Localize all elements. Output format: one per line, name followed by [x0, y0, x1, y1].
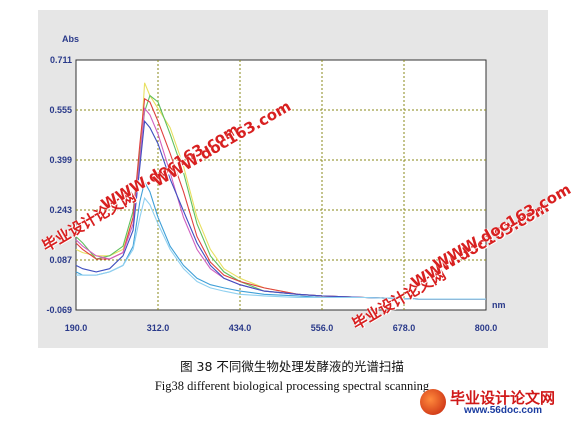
chart-panel: 190.0 312.0 434.0 556.0 678.0 800.0 0.711 0.555… [38, 10, 548, 348]
y-tick-label: -0.069 [46, 305, 72, 315]
figure-caption-english: Fig38 different biological processing sp… [154, 379, 430, 393]
brand-url: www.56doc.com [464, 405, 542, 416]
y-tick-label: 0.399 [49, 155, 72, 165]
brand-mark-icon [420, 389, 446, 415]
y-tick-label: 0.555 [49, 105, 72, 115]
brand-name: 毕业设计论文网 [450, 389, 556, 407]
x-tick-label: 678.0 [393, 323, 416, 333]
spectrum-line-7 [76, 196, 486, 300]
brand-logo: 毕业设计论文网 www.56doc.com [420, 387, 580, 419]
figure-caption-chinese: 图 38 不同微生物处理发酵液的光谱扫描 [180, 359, 404, 374]
x-tick-label: 312.0 [147, 323, 170, 333]
x-axis-label: nm [492, 300, 506, 310]
x-tick-label: 190.0 [65, 323, 88, 333]
x-tick-label: 800.0 [475, 323, 498, 333]
y-tick-label: 0.711 [50, 55, 72, 65]
y-tick-label: 0.243 [49, 205, 72, 215]
x-tick-label: 556.0 [311, 323, 334, 333]
spectrum-line-5 [75, 119, 486, 300]
spectrum-chart: 190.0 312.0 434.0 556.0 678.0 800.0 0.711 0.555… [38, 10, 548, 348]
y-tick-label: 0.087 [49, 255, 72, 265]
y-axis-label: Abs [62, 34, 79, 44]
x-tick-label: 434.0 [229, 323, 252, 333]
